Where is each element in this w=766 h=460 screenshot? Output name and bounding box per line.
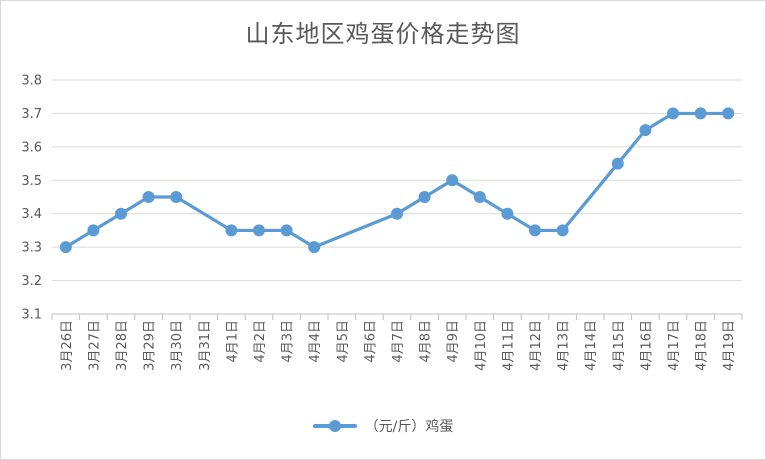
x-tick-label: 3月31日	[198, 320, 213, 371]
x-tick-label: 4月11日	[501, 320, 516, 371]
x-tick-label: 4月17日	[667, 320, 682, 371]
data-point	[529, 224, 541, 237]
x-tick-label: 4月4日	[308, 320, 323, 363]
data-point	[115, 207, 127, 220]
data-point	[418, 191, 431, 203]
x-tick-label: 4月14日	[584, 320, 599, 371]
y-tick-label: 3.3	[21, 241, 42, 256]
x-tick-label: 4月18日	[695, 320, 710, 371]
y-tick-label: 3.6	[21, 140, 42, 155]
x-tick-label: 3月26日	[60, 320, 75, 371]
data-point	[170, 191, 183, 203]
y-tick-label: 3.5	[21, 174, 42, 189]
x-tick-label: 3月28日	[115, 320, 130, 371]
data-point	[446, 174, 459, 187]
data-point	[556, 224, 569, 237]
data-point	[639, 124, 652, 137]
legend: （元/斤）鸡蛋	[0, 416, 766, 436]
data-point	[694, 107, 707, 120]
data-point	[391, 207, 403, 220]
data-point	[59, 241, 72, 254]
gridlines	[52, 79, 742, 315]
data-point	[667, 107, 679, 120]
y-axis-ticks: 3.1 3.2 3.3 3.4 3.5 3.6 3.7 3.8	[21, 74, 42, 323]
data-point	[611, 157, 624, 170]
x-tick-label: 3月29日	[143, 320, 158, 371]
x-tick-label: 4月16日	[639, 320, 654, 371]
series-layer	[59, 107, 735, 254]
data-point	[308, 241, 321, 254]
x-tick-label: 3月30日	[170, 320, 185, 371]
x-axis-ticks: 3月26日 3月27日 3月28日 3月29日 3月30日 3月31日 4月1日 4月2日 4月…	[51, 314, 743, 371]
x-tick-label: 4月19日	[722, 320, 737, 371]
legend-marker-icon	[312, 420, 357, 432]
data-point	[722, 107, 735, 120]
x-tick-label: 4月3日	[281, 320, 296, 363]
data-point	[253, 224, 265, 237]
x-tick-label: 4月5日	[336, 320, 351, 363]
legend-label: （元/斤）鸡蛋	[364, 419, 454, 435]
data-point	[87, 224, 100, 237]
x-tick-label: 4月9日	[446, 320, 461, 363]
x-tick-label: 4月1日	[225, 320, 240, 363]
data-point	[142, 191, 155, 203]
x-tick-label: 4月7日	[391, 320, 406, 363]
y-tick-label: 3.7	[21, 107, 42, 122]
x-tick-label: 4月10日	[474, 320, 489, 371]
data-point	[225, 224, 238, 237]
x-tick-label: 4月6日	[363, 320, 378, 363]
data-point	[473, 191, 486, 203]
data-point	[280, 224, 293, 237]
chart-title: 山东地区鸡蛋价格走势图	[245, 20, 521, 48]
x-tick-label: 3月27日	[87, 320, 102, 371]
y-tick-label: 3.2	[21, 274, 42, 289]
y-tick-label: 3.1	[21, 308, 42, 323]
y-tick-label: 3.8	[21, 74, 42, 89]
x-tick-label: 4月13日	[557, 320, 572, 371]
data-point	[501, 207, 514, 220]
x-tick-label: 4月12日	[529, 320, 544, 371]
y-tick-label: 3.4	[21, 207, 42, 222]
x-tick-label: 4月2日	[253, 320, 268, 363]
x-tick-label: 4月15日	[612, 320, 627, 371]
x-tick-label: 4月8日	[419, 320, 434, 363]
